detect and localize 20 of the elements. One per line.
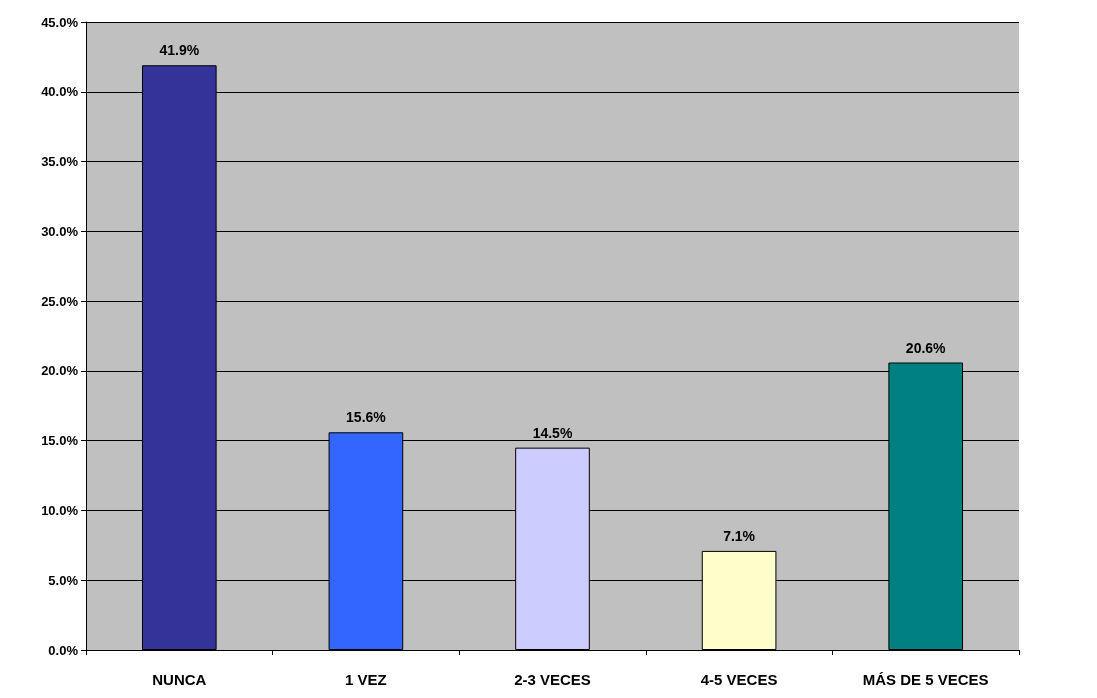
y-tick-label: 30.0% bbox=[41, 223, 79, 239]
x-tick-label: 4-5 VECES bbox=[700, 671, 778, 688]
data-label: 14.5% bbox=[532, 424, 573, 441]
y-tick-label: 20.0% bbox=[41, 363, 79, 379]
x-tick-label: 2-3 VECES bbox=[514, 671, 591, 688]
data-label: 20.6% bbox=[905, 339, 947, 356]
data-label: 7.1% bbox=[723, 527, 756, 544]
data-label: 41.9% bbox=[159, 42, 200, 59]
y-tick-label: 10.0% bbox=[41, 502, 79, 518]
x-tick-label: MÁS DE 5 VECES bbox=[862, 671, 989, 688]
y-tick-label: 35.0% bbox=[41, 154, 79, 170]
y-tick-label: 25.0% bbox=[41, 293, 79, 309]
y-tick-label: 0.0% bbox=[48, 642, 79, 658]
y-tick-label: 40.0% bbox=[41, 84, 79, 100]
y-tick-label: 45.0% bbox=[41, 14, 79, 30]
y-tick-label: 15.0% bbox=[41, 433, 79, 449]
x-tick-label: 1 VEZ bbox=[345, 671, 387, 688]
data-label: 15.6% bbox=[346, 409, 387, 426]
x-tick-label: NUNCA bbox=[152, 671, 207, 688]
y-tick-label: 5.0% bbox=[48, 572, 79, 588]
